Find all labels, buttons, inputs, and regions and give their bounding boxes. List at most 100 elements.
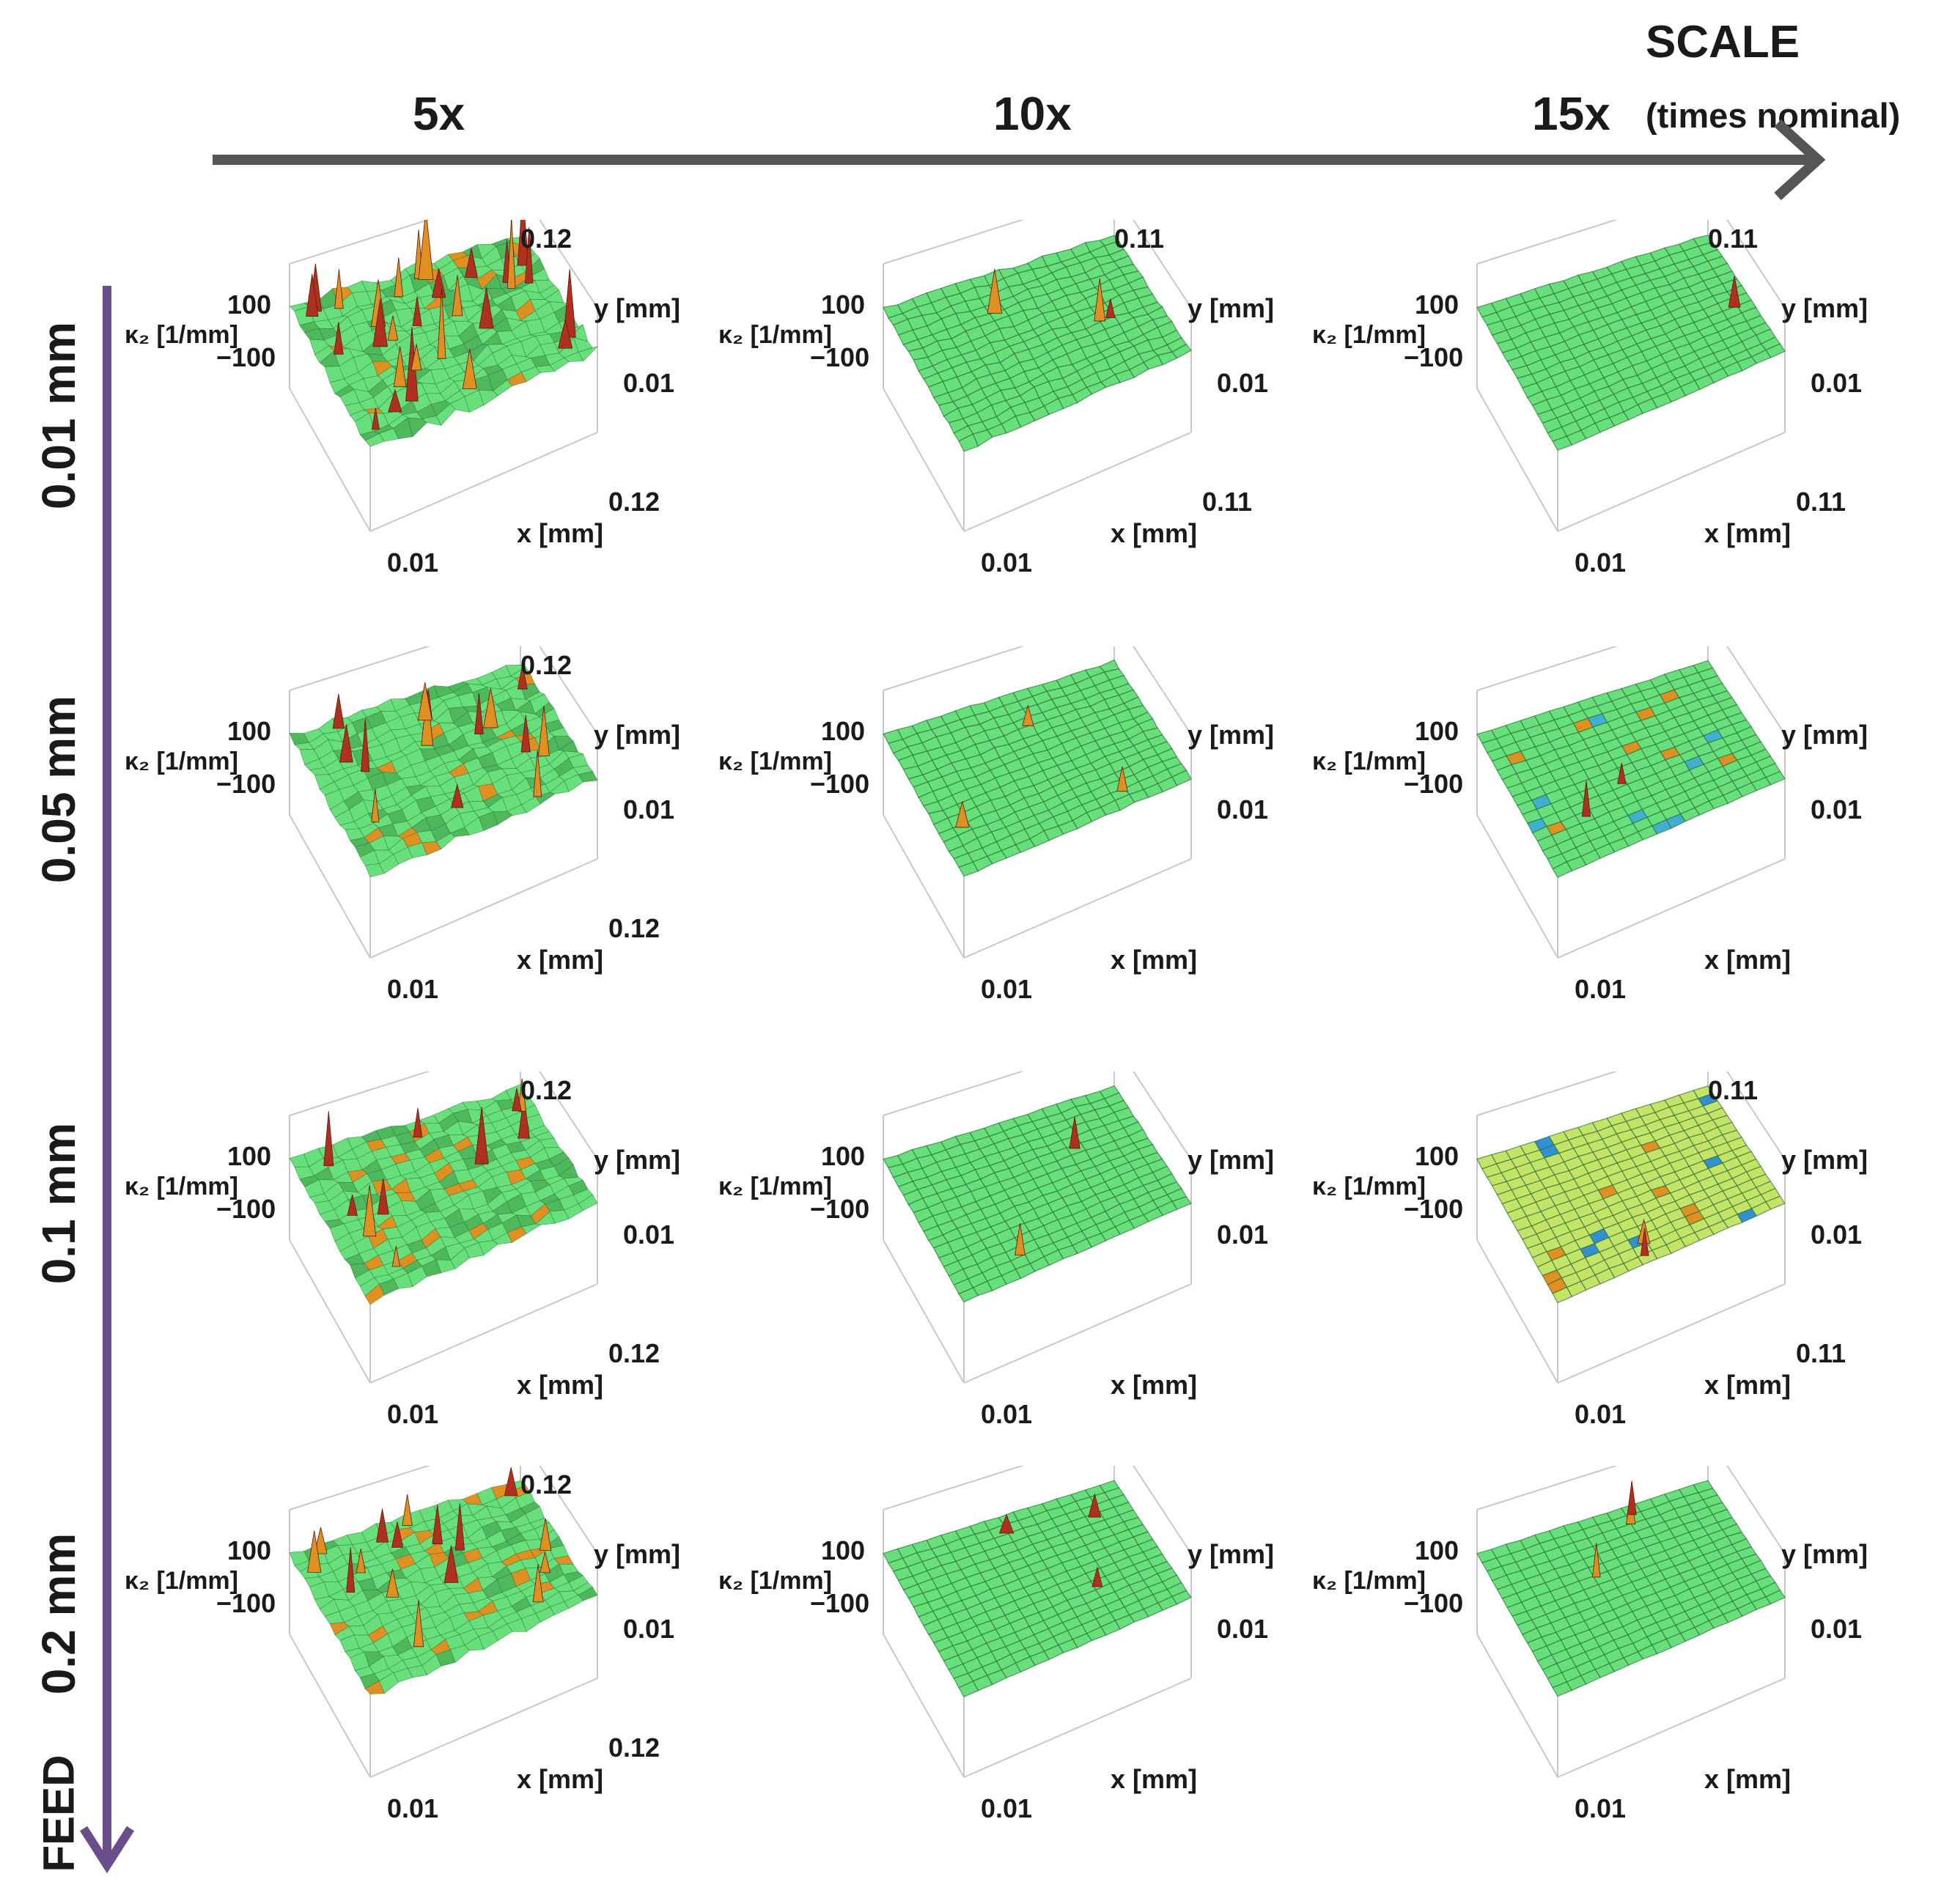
- column-label-5x: 5x: [413, 87, 465, 140]
- peak: [371, 789, 380, 822]
- surface-peaks: [1637, 1218, 1651, 1256]
- peak: [372, 298, 389, 347]
- box-edge: [963, 1283, 1192, 1384]
- x-axis-left-tick: 0.01: [1575, 974, 1626, 1004]
- column-label-10x: 10x: [993, 87, 1072, 140]
- x-axis-left-tick: 0.01: [387, 1793, 438, 1823]
- surface-mesh: [289, 1480, 598, 1694]
- surface-cell: [578, 1587, 598, 1601]
- peak: [339, 724, 353, 763]
- box-edge: [963, 432, 1192, 532]
- box-edge: [1557, 1678, 1786, 1778]
- z-axis-label: κ₂ [1/mm]: [125, 1567, 238, 1595]
- z-axis-label: κ₂ [1/mm]: [125, 1173, 238, 1200]
- z-axis-label: κ₂ [1/mm]: [125, 321, 238, 349]
- z-axis-top-tick: 100: [1415, 1535, 1459, 1565]
- surface-panel: 100 y [mm] κ₂ [1/mm] −100 0.01 x [mm] 0.01: [704, 1436, 1290, 1880]
- surface-peaks: [955, 704, 1128, 828]
- z-axis-top-tick: 100: [1415, 1141, 1459, 1171]
- surface-panel: 0.12 100 y [mm] κ₂ [1/mm] −100 0.01 0.12 x [mm]…: [110, 1436, 696, 1880]
- y-axis-bottom-tick: 0.01: [623, 368, 674, 398]
- peak: [362, 1185, 377, 1237]
- peak: [1640, 1228, 1649, 1256]
- peak: [410, 344, 422, 371]
- box-edge: [369, 432, 598, 532]
- x-axis-label: x [mm]: [1704, 1764, 1791, 1794]
- surface-cell: [1171, 770, 1192, 786]
- peak: [483, 687, 498, 728]
- surface-mesh: [289, 1084, 598, 1305]
- peak: [376, 1508, 389, 1543]
- peak: [517, 664, 528, 690]
- box-edge: [289, 814, 371, 959]
- z-axis-bottom-tick: −100: [216, 342, 276, 372]
- x-axis-label: x [mm]: [1704, 518, 1791, 548]
- box-edge: [289, 388, 371, 532]
- scale-arrow-head: [1774, 119, 1826, 201]
- x-axis-right-tick: 0.12: [608, 1338, 660, 1368]
- surface-panel: 100 y [mm] κ₂ [1/mm] −100 0.01 x [mm] 0.01: [704, 1041, 1290, 1486]
- peak: [540, 1551, 551, 1573]
- peak: [386, 1568, 400, 1598]
- x-axis-left-tick: 0.01: [387, 974, 438, 1004]
- surface-cell: [578, 346, 598, 362]
- surface-panel: 100 y [mm] κ₂ [1/mm] −100 0.01 x [mm] 0.01: [1297, 616, 1884, 1060]
- x-axis-left-tick: 0.01: [981, 1399, 1032, 1429]
- peak: [431, 268, 446, 298]
- x-axis-label: x [mm]: [1704, 1370, 1791, 1400]
- z-axis-bottom-tick: −100: [810, 1588, 869, 1618]
- box-edge: [1476, 388, 1558, 532]
- peak: [479, 287, 494, 329]
- surface-peaks: [306, 194, 576, 430]
- peak: [356, 1549, 366, 1573]
- surface-peaks: [998, 1492, 1103, 1587]
- surface-panel: 0.12 100 y [mm] κ₂ [1/mm] −100 0.01 0.12 x [mm]…: [110, 190, 696, 634]
- z-axis-label: κ₂ [1/mm]: [718, 1567, 832, 1595]
- x-axis-label: x [mm]: [1111, 518, 1197, 548]
- surface-cell: [1765, 1195, 1786, 1210]
- surface-mesh: [883, 659, 1192, 877]
- peak: [462, 348, 477, 389]
- peak: [1617, 762, 1627, 784]
- peak: [454, 1503, 465, 1551]
- peak: [1015, 1223, 1026, 1255]
- surface-panel: 0.11 100 y [mm] κ₂ [1/mm] −100 0.01 0.11 x [mm]…: [1297, 1041, 1884, 1486]
- z-axis-label: κ₂ [1/mm]: [718, 321, 832, 349]
- surface-cell: [1765, 343, 1786, 358]
- surface-cell: [1171, 344, 1192, 359]
- surface-panel: 100 y [mm] κ₂ [1/mm] −100 0.01 x [mm] 0.01: [704, 616, 1290, 1060]
- z-axis-bottom-tick: −100: [1404, 1588, 1463, 1618]
- peak: [1088, 1492, 1102, 1518]
- surface-cell: [1765, 770, 1786, 786]
- peak: [418, 210, 434, 280]
- peak: [1105, 298, 1116, 319]
- surface-peaks: [332, 664, 550, 822]
- y-axis-label: y [mm]: [1781, 720, 1868, 750]
- x-axis-left-tick: 0.01: [981, 1793, 1032, 1823]
- peak: [1069, 1116, 1080, 1149]
- z-axis-top-tick: 100: [821, 1141, 865, 1171]
- peak: [517, 194, 529, 266]
- z-axis-top-tick: 100: [821, 1535, 865, 1565]
- peak: [417, 682, 432, 721]
- z-axis-label: κ₂ [1/mm]: [125, 748, 238, 775]
- box-edge: [883, 1634, 965, 1778]
- peak: [388, 388, 402, 413]
- surface-panel: 0.12 100 y [mm] κ₂ [1/mm] −100 0.01 0.12 x [mm]…: [110, 616, 696, 1060]
- peak: [1116, 766, 1128, 792]
- feed-arrow-head: [79, 1826, 135, 1874]
- y-axis-top-tick: 0.12: [520, 650, 572, 680]
- peak: [537, 706, 550, 757]
- surface-mesh: [883, 1085, 1192, 1303]
- y-axis-label: y [mm]: [594, 720, 680, 750]
- y-axis-bottom-tick: 0.01: [623, 1219, 674, 1250]
- y-axis-label: y [mm]: [594, 1145, 680, 1175]
- peak: [377, 1178, 389, 1215]
- z-axis-label: κ₂ [1/mm]: [1312, 748, 1426, 775]
